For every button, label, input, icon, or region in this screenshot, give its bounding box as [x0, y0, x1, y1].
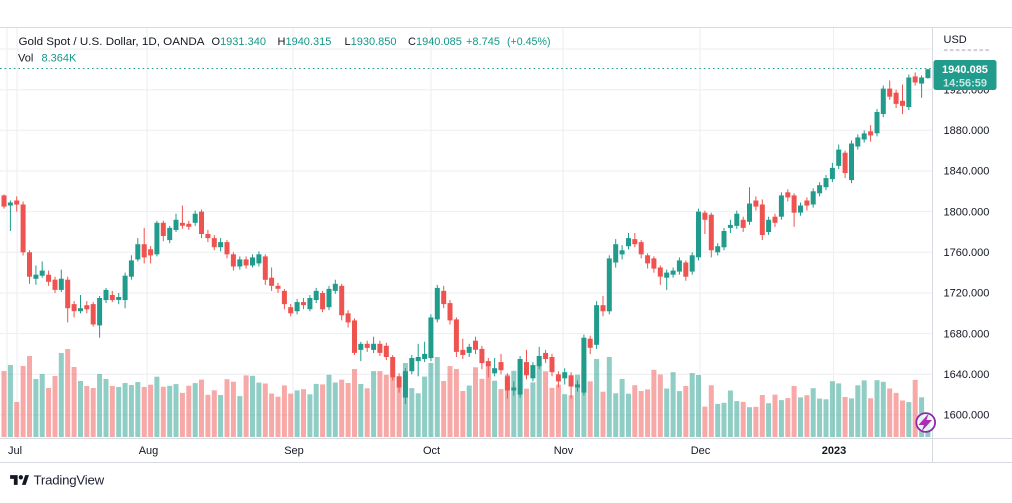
svg-text:8.364K: 8.364K [42, 53, 78, 65]
svg-text:C1940.085: C1940.085 [408, 36, 462, 48]
svg-text:TradingView: TradingView [34, 473, 105, 488]
svg-text:Dec: Dec [691, 445, 711, 457]
svg-text:1720.000: 1720.000 [944, 288, 990, 300]
svg-text:1880.000: 1880.000 [944, 125, 990, 137]
svg-text:O1931.340: O1931.340 [212, 36, 266, 48]
svg-text:Nov: Nov [554, 445, 574, 457]
svg-text:Sep: Sep [284, 445, 304, 457]
svg-text:H1940.315: H1940.315 [278, 36, 332, 48]
svg-text:1600.000: 1600.000 [944, 410, 990, 422]
svg-text:14:56:59: 14:56:59 [943, 78, 987, 90]
svg-text:Jul: Jul [8, 445, 22, 457]
svg-text:1680.000: 1680.000 [944, 328, 990, 340]
svg-text:1760.000: 1760.000 [944, 247, 990, 259]
svg-text:2023: 2023 [822, 445, 846, 457]
svg-text:(+0.45%): (+0.45%) [507, 36, 551, 48]
svg-text:Aug: Aug [139, 445, 159, 457]
svg-text:USD: USD [944, 34, 967, 46]
svg-text:1640.000: 1640.000 [944, 369, 990, 381]
svg-text:1840.000: 1840.000 [944, 166, 990, 178]
svg-text:1800.000: 1800.000 [944, 206, 990, 218]
svg-text:Gold Spot / U.S. Dollar, 1D, O: Gold Spot / U.S. Dollar, 1D, OANDA [19, 36, 206, 48]
svg-text:Vol: Vol [18, 53, 33, 65]
svg-text:1940.085: 1940.085 [942, 64, 988, 76]
svg-text:+8.745: +8.745 [466, 36, 500, 48]
svg-text:L1930.850: L1930.850 [345, 36, 397, 48]
svg-text:Oct: Oct [423, 445, 440, 457]
